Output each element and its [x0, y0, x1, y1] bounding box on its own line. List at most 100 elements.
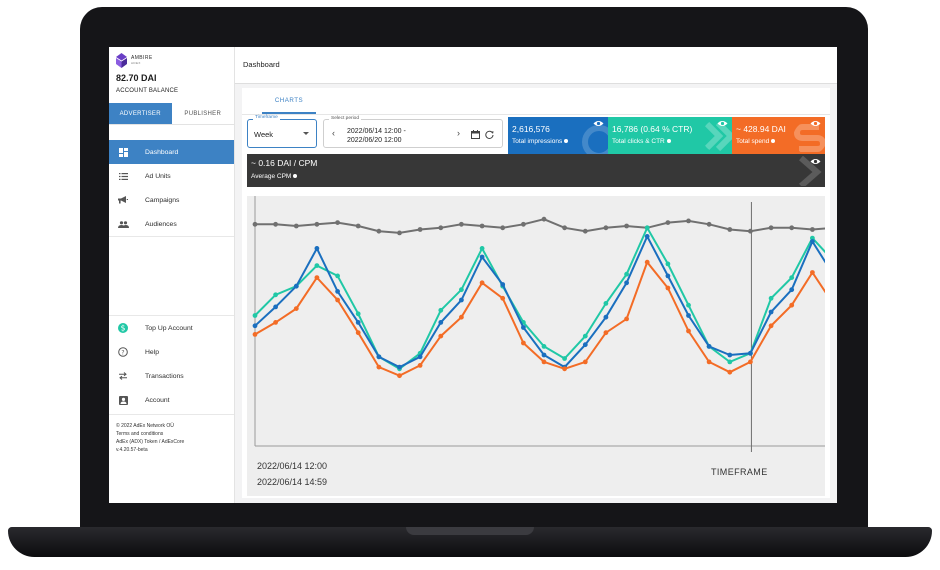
data-point: [624, 280, 629, 286]
data-point: [603, 301, 609, 306]
data-point: [459, 287, 464, 293]
data-point: [500, 225, 506, 231]
data-point: [417, 227, 423, 232]
dollar-circle-icon: $: [116, 321, 130, 335]
nav-divider: [109, 414, 234, 415]
tab-advertiser[interactable]: ADVERTISER: [109, 103, 172, 125]
data-point: [768, 323, 774, 329]
data-point: [644, 234, 650, 239]
data-point: [376, 354, 382, 360]
info-dot-icon[interactable]: [771, 139, 776, 144]
svg-text:$: $: [121, 324, 126, 333]
eye-icon[interactable]: [717, 120, 728, 127]
data-point: [521, 325, 526, 330]
period-picker[interactable]: Select period ‹ 2022/06/14 12:00 - 2022/…: [323, 116, 503, 148]
sidebar-item-help[interactable]: ? Help: [109, 340, 234, 364]
data-point: [789, 225, 795, 231]
tab-publisher[interactable]: PUBLISHER: [171, 103, 234, 125]
version-text: v.4.20.57-beta: [116, 447, 148, 453]
data-point: [314, 221, 320, 227]
timeframe-select[interactable]: Timeframe Week: [247, 115, 317, 148]
sidebar-item-top-up[interactable]: $ Top Up Account: [109, 316, 234, 340]
data-point: [417, 354, 423, 360]
data-point: [665, 285, 671, 291]
stat-spend[interactable]: ~ 428.94 DAI Total spend: [732, 117, 825, 154]
chart-area[interactable]: 2022/06/14 12:00 2022/06/14 14:59 TIMEFR…: [247, 196, 825, 496]
sidebar-item-label: Ad Units: [145, 172, 171, 180]
data-point: [438, 307, 444, 313]
megaphone-icon: [116, 193, 130, 207]
stat-impressions[interactable]: 2,616,576 Total impressions: [508, 117, 608, 154]
nav-divider: [109, 315, 234, 316]
data-point: [314, 246, 320, 251]
data-point: [582, 228, 588, 234]
data-point: [665, 273, 671, 279]
cpm-label: Average CPM: [251, 173, 292, 180]
brand[interactable]: AMBIRE ADEX: [116, 53, 153, 68]
period-range: 2022/06/14 12:00 - 2022/06/20 12:00: [347, 127, 406, 145]
sidebar-item-audiences[interactable]: Audiences: [109, 212, 234, 236]
period-to: 2022/06/20 12:00: [347, 137, 402, 144]
data-point: [314, 275, 320, 280]
period-from: 2022/06/14 12:00 -: [347, 128, 406, 135]
data-point: [355, 320, 361, 325]
series-line-2: [254, 234, 825, 369]
data-point: [273, 292, 278, 298]
stat-clicks[interactable]: 16,786 (0.64 % CTR) Total clicks & CTR: [608, 117, 732, 154]
chevron-left-icon[interactable]: ‹: [332, 128, 335, 138]
sidebar-item-dashboard[interactable]: Dashboard: [109, 140, 234, 164]
series-line-0: [255, 218, 825, 234]
data-point: [706, 344, 712, 349]
sidebar-item-campaigns[interactable]: Campaigns: [109, 188, 234, 212]
brand-sub: ADEX: [131, 61, 141, 65]
chevron-down-icon: [303, 132, 309, 135]
help-circle-icon: ?: [116, 345, 130, 359]
sidebar-item-account[interactable]: Account: [109, 388, 234, 412]
sidebar-item-label: Audiences: [145, 220, 177, 228]
copyright-text: © 2022 AdEx Network OÜ: [116, 423, 174, 429]
tab-charts[interactable]: CHARTS: [262, 88, 316, 114]
sidebar-item-label: Account: [145, 396, 170, 404]
clicks-label: Total clicks & CTR: [612, 138, 665, 145]
data-point: [438, 225, 444, 231]
sidebar-item-label: Top Up Account: [145, 324, 193, 332]
data-point: [727, 359, 733, 365]
info-dot-icon[interactable]: [564, 139, 569, 144]
reset-icon[interactable]: [485, 130, 494, 139]
data-point: [293, 306, 299, 311]
data-point: [252, 332, 258, 337]
data-point: [727, 352, 733, 358]
terms-link[interactable]: Terms and conditions: [116, 431, 164, 437]
data-point: [293, 283, 299, 289]
data-point: [438, 320, 444, 325]
decor-chevrons: [703, 120, 732, 152]
token-link[interactable]: AdEx (ADX) Token / AdExCore: [116, 439, 185, 445]
timeframe-label: Timeframe: [253, 115, 280, 120]
data-point: [686, 328, 691, 334]
info-dot-icon[interactable]: [666, 139, 671, 144]
chevron-right-icon[interactable]: ›: [457, 128, 460, 138]
data-point: [541, 344, 547, 349]
sidebar-item-label: Help: [145, 348, 159, 356]
dashboard-panel: CHARTS Timeframe Week Select period ‹ 20…: [242, 88, 830, 498]
data-point: [459, 221, 464, 227]
data-point: [686, 302, 691, 308]
sidebar-item-transactions[interactable]: Transactions: [109, 364, 234, 388]
data-point: [727, 227, 733, 232]
data-point: [335, 289, 340, 294]
account-balance: 82.70 DAI: [116, 73, 157, 83]
data-point: [582, 333, 588, 339]
series-line-1: [254, 225, 825, 370]
data-point: [810, 235, 815, 241]
eye-icon[interactable]: [593, 120, 604, 127]
calendar-icon[interactable]: [471, 130, 480, 139]
line-chart: [252, 196, 825, 452]
stat-cpm[interactable]: ~ 0.16 DAI / CPM Average CPM: [247, 154, 825, 187]
sidebar-item-ad-units[interactable]: Ad Units: [109, 164, 234, 188]
data-point: [810, 227, 815, 232]
info-dot-icon[interactable]: [293, 174, 298, 179]
eye-icon[interactable]: [810, 158, 821, 165]
sidebar-item-label: Transactions: [145, 372, 184, 380]
eye-icon[interactable]: [810, 120, 821, 127]
data-point: [562, 366, 567, 372]
